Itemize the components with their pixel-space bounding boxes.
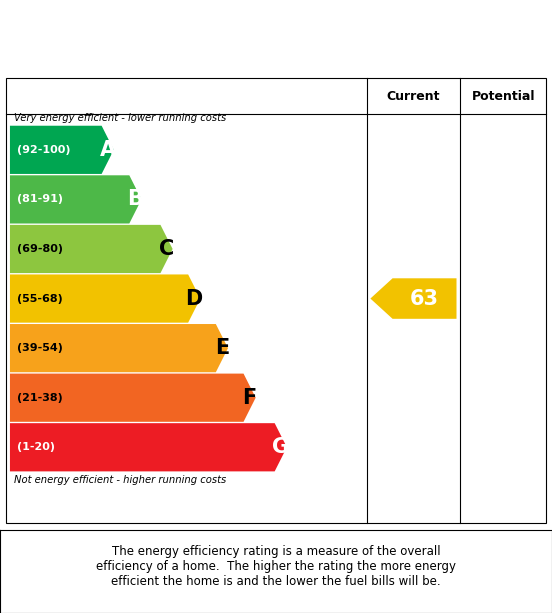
Polygon shape [10, 423, 287, 471]
Text: C: C [159, 239, 174, 259]
Polygon shape [370, 278, 457, 319]
Text: (81-91): (81-91) [17, 194, 62, 204]
Text: (1-20): (1-20) [17, 442, 55, 452]
Text: (39-54): (39-54) [17, 343, 62, 353]
Text: A: A [99, 140, 116, 160]
Text: Energy Efficiency Rating: Energy Efficiency Rating [17, 25, 342, 49]
Text: The energy efficiency rating is a measure of the overall
efficiency of a home.  : The energy efficiency rating is a measur… [96, 546, 456, 588]
Text: Current: Current [387, 89, 440, 103]
Text: (69-80): (69-80) [17, 244, 62, 254]
Text: E: E [215, 338, 229, 358]
Text: (55-68): (55-68) [17, 294, 62, 303]
Polygon shape [10, 275, 200, 322]
Text: B: B [128, 189, 144, 210]
Text: (92-100): (92-100) [17, 145, 70, 155]
Polygon shape [10, 126, 114, 174]
Text: England & Wales: England & Wales [22, 560, 233, 580]
Text: F: F [242, 387, 257, 408]
Polygon shape [10, 373, 256, 422]
Text: G: G [272, 437, 289, 457]
Polygon shape [10, 175, 141, 224]
Text: Not energy efficient - higher running costs: Not energy efficient - higher running co… [14, 475, 226, 485]
Text: Very energy efficient - lower running costs: Very energy efficient - lower running co… [14, 113, 226, 123]
Text: Potential: Potential [471, 89, 535, 103]
Bar [461, 537, 541, 604]
Text: EU Directive: EU Directive [356, 553, 429, 566]
Text: D: D [185, 289, 203, 308]
Text: (21-38): (21-38) [17, 393, 62, 403]
Polygon shape [10, 324, 228, 372]
Text: 63: 63 [410, 289, 439, 308]
Polygon shape [10, 225, 173, 273]
Text: 2002/91/EC: 2002/91/EC [356, 577, 424, 590]
